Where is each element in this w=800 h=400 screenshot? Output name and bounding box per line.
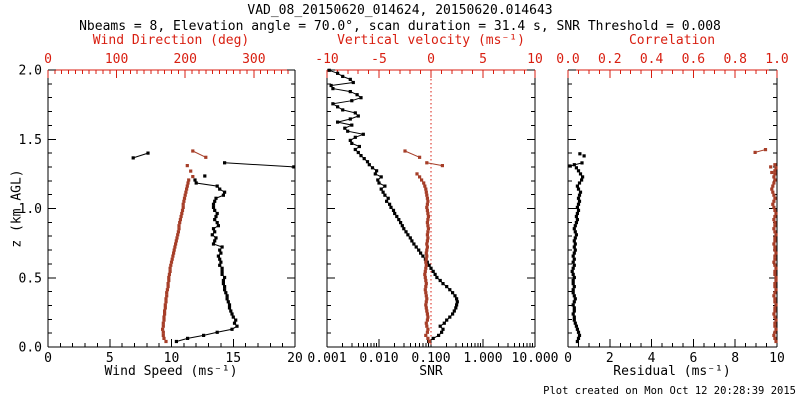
vv-upper-seg-2: [425, 161, 444, 168]
panel-snr: 0.001 0.010 0.100 1.000 10.000 -10 -5 0 5 10: [307, 52, 558, 366]
snr-profile: [327, 68, 459, 344]
svg-text:1.0: 1.0: [765, 52, 788, 67]
svg-text:100: 100: [105, 52, 128, 67]
wind-direction-axis-title: Wind Direction (deg): [92, 33, 250, 48]
svg-text:0.6: 0.6: [682, 52, 705, 67]
svg-text:0: 0: [44, 351, 52, 366]
svg-text:6: 6: [689, 351, 697, 366]
residual-profile: [570, 163, 585, 344]
plot-subtitle: Nbeams = 8, Elevation angle = 70.0°, sca…: [79, 19, 721, 34]
svg-text:0.001: 0.001: [307, 351, 346, 366]
svg-text:0.5: 0.5: [19, 271, 42, 286]
wind-speed-upper-line: [223, 161, 296, 169]
svg-text:10: 10: [527, 52, 543, 67]
svg-text:0: 0: [564, 351, 572, 366]
panel-residual: 0 2 4 6 8 10 0.0 0.2 0.4 0.6 0.8 1.0: [556, 52, 788, 366]
correlation-upper-seg: [753, 148, 768, 154]
wind-speed-upper-pair: [131, 151, 150, 160]
residual-upper-pair: [578, 152, 586, 158]
svg-text:20: 20: [287, 351, 303, 366]
vertical-velocity-axis-title: Vertical velocity (ms⁻¹): [337, 33, 525, 48]
svg-text:10: 10: [164, 351, 180, 366]
svg-text:0: 0: [44, 52, 52, 67]
residual-axis-title: Residual (ms⁻¹): [613, 364, 731, 379]
wind-direction-profile: [161, 178, 191, 344]
svg-text:-10: -10: [315, 52, 338, 67]
snr-axis-title: SNR: [419, 364, 443, 379]
vertical-velocity-profile: [415, 172, 431, 344]
svg-text:4: 4: [648, 351, 656, 366]
plot-title: VAD_08_20150620_014624, 20150620.014643: [247, 3, 553, 18]
svg-text:0.2: 0.2: [598, 52, 621, 67]
correlation-axis-title: Correlation: [628, 33, 716, 48]
correlation-profile: [770, 163, 778, 344]
residual-hook: [568, 161, 584, 168]
svg-text:0.0: 0.0: [19, 341, 42, 356]
svg-text:300: 300: [242, 52, 265, 67]
svg-text:10: 10: [769, 351, 785, 366]
svg-text:1.0: 1.0: [19, 202, 42, 217]
svg-text:0: 0: [427, 52, 435, 67]
svg-text:8: 8: [731, 351, 739, 366]
svg-text:2.0: 2.0: [19, 64, 42, 79]
svg-text:0.4: 0.4: [640, 52, 664, 67]
svg-text:1.5: 1.5: [19, 133, 42, 148]
svg-text:5: 5: [479, 52, 487, 67]
svg-text:15: 15: [225, 351, 241, 366]
wind-speed-lone-dot: [203, 174, 207, 178]
panel-wind: 0.00.51.01.52.00 5 10 15 200 100 200 300: [19, 52, 303, 366]
svg-text:-5: -5: [371, 52, 387, 67]
svg-text:0.100: 0.100: [411, 351, 450, 366]
svg-text:2: 2: [606, 351, 614, 366]
svg-text:5: 5: [106, 351, 114, 366]
correlation-upper-dots: [769, 165, 774, 175]
svg-text:0.8: 0.8: [723, 52, 746, 67]
svg-text:0.010: 0.010: [359, 351, 398, 366]
svg-text:0.0: 0.0: [556, 52, 579, 67]
wind-speed-profile: [174, 178, 239, 344]
vv-upper-seg-1: [403, 149, 422, 159]
wind-speed-axis-title: Wind Speed (ms⁻¹): [104, 364, 238, 379]
wind-direction-upper-seg: [191, 149, 208, 159]
svg-text:200: 200: [173, 52, 196, 67]
svg-text:10.000: 10.000: [512, 351, 559, 366]
plot-timestamp: Plot created on Mon Oct 12 20:28:39 2015: [543, 385, 796, 397]
wind-direction-upper-dots: [185, 164, 195, 179]
svg-text:1.000: 1.000: [463, 351, 502, 366]
